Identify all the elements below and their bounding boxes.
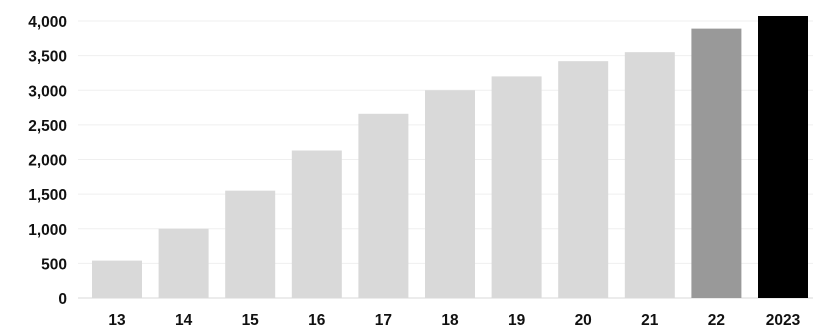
y-tick-label: 2,000 [28,153,67,170]
bar-16 [291,150,342,298]
bar-20 [558,61,609,298]
x-tick-label: 19 [508,312,526,326]
x-tick-label: 20 [575,312,592,326]
bar-22 [691,28,742,299]
x-tick-label: 21 [641,312,659,326]
bar-17 [358,113,409,298]
y-tick-label: 1,000 [28,222,67,239]
bar-21 [624,52,675,298]
bar-19 [491,76,542,299]
x-axis-tick-labels: 13 14 15 16 17 18 19 20 21 22 2023 [108,312,801,329]
bar-13 [92,260,142,298]
x-tick-label: 2023 [766,312,801,326]
x-tick-label: 22 [708,312,725,326]
y-tick-label: 500 [41,256,67,273]
x-tick-label: 17 [375,312,392,326]
y-tick-label: 0 [58,291,67,308]
y-axis-tick-labels: 0 500 1,000 1,500 2,000 2,500 3,000 3,500 4,000 [28,14,67,308]
y-tick-label: 2,500 [28,118,67,135]
bar-14 [158,228,209,298]
y-tick-label: 4,000 [28,14,67,31]
x-tick-label: 15 [242,312,260,326]
bar-15 [225,190,276,298]
x-tick-label: 14 [175,312,193,326]
bar-18 [425,90,475,298]
x-tick-label: 18 [441,312,459,326]
y-tick-label: 1,500 [28,187,67,204]
y-tick-label: 3,000 [28,83,67,100]
bars [92,16,808,299]
bar-2023 [758,16,808,298]
y-tick-label: 3,500 [28,49,67,66]
x-tick-label: 13 [108,312,126,326]
x-tick-label: 16 [308,312,326,326]
